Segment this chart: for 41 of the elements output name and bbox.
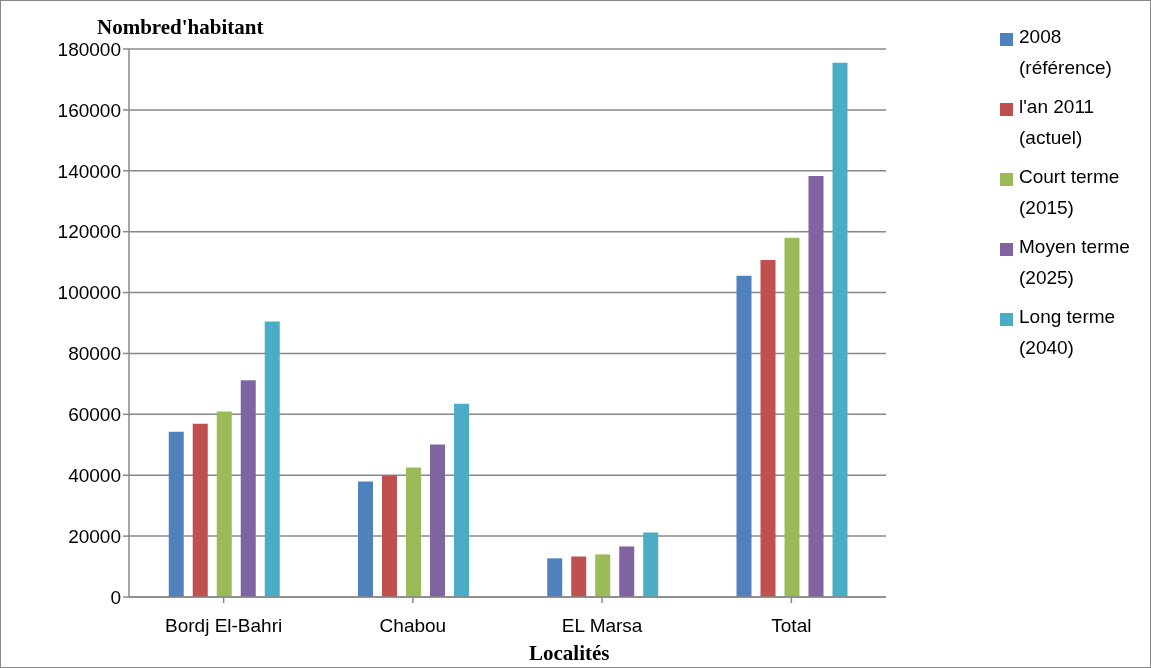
bar — [192, 423, 208, 597]
bar — [808, 175, 824, 597]
bar — [168, 431, 184, 597]
y-tick-label: 20000 — [68, 525, 121, 547]
bar — [381, 475, 397, 597]
bar — [760, 259, 776, 597]
bar — [429, 444, 445, 597]
bar — [736, 275, 752, 597]
bar — [595, 554, 611, 597]
y-tick-label: 80000 — [68, 343, 121, 365]
x-tick-label: Bordj El-Bahri — [165, 615, 283, 637]
bar — [784, 237, 800, 597]
bar — [357, 481, 373, 597]
legend-label: Long terme (2040) — [1019, 305, 1117, 360]
bar — [216, 411, 232, 597]
bar — [643, 532, 659, 597]
y-tick-label: 0 — [110, 586, 121, 608]
x-axis-title: Localités — [529, 641, 610, 666]
legend-label: Court terme (2015) — [1019, 165, 1121, 220]
bar — [240, 380, 256, 597]
bar — [264, 321, 280, 597]
legend-label: Moyen terme (2025) — [1019, 235, 1131, 290]
y-axis-title: Nombred'habitant — [97, 15, 264, 40]
y-tick-label: 120000 — [57, 221, 121, 243]
bar — [453, 403, 469, 597]
x-tick-label: EL Marsa — [561, 615, 643, 637]
y-tick-label: 180000 — [57, 38, 121, 60]
y-tick-label: 160000 — [57, 99, 121, 121]
bar — [832, 62, 848, 597]
y-tick-label: 60000 — [68, 404, 121, 426]
y-tick-label: 40000 — [68, 464, 121, 486]
y-tick-label: 100000 — [57, 282, 121, 304]
x-tick-label: Chabou — [379, 615, 447, 637]
bar — [619, 546, 635, 597]
bar — [571, 556, 587, 597]
bar — [405, 467, 421, 597]
bar — [547, 558, 563, 597]
y-tick-label: 140000 — [57, 160, 121, 182]
legend-label: l'an 2011 (actuel) — [1019, 95, 1096, 150]
x-tick-label: Total — [771, 615, 812, 637]
legend-label: 2008 (référence) — [1019, 25, 1113, 80]
